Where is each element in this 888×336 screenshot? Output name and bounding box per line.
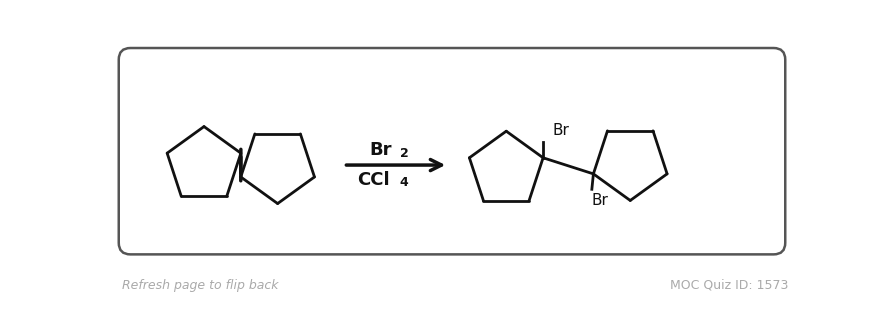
Text: CCl: CCl	[357, 171, 390, 189]
Text: 2: 2	[400, 147, 408, 160]
Text: Br: Br	[369, 141, 392, 159]
FancyBboxPatch shape	[119, 48, 785, 254]
Text: Refresh page to flip back: Refresh page to flip back	[122, 279, 278, 292]
Text: Br: Br	[591, 193, 608, 208]
Text: Br: Br	[552, 123, 569, 138]
Text: 4: 4	[400, 176, 408, 189]
Text: MOC Quiz ID: 1573: MOC Quiz ID: 1573	[670, 279, 789, 292]
